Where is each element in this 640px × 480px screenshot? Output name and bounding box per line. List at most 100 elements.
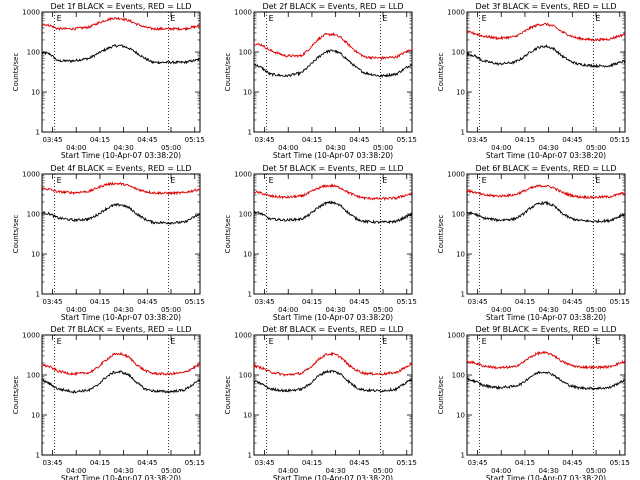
x-tick-label: 05:00 [373,144,393,152]
panel-frame [466,11,626,133]
y-tick-label: 100 [452,49,465,57]
x-tick-label: 05:15 [185,136,205,144]
eclipse-marker-label: E [595,14,600,23]
y-tick-label: 1000 [234,9,252,17]
y-tick-label: 1 [36,452,40,460]
x-tick-label: 04:00 [278,467,298,475]
panel-frame [41,334,201,456]
y-tick-label: 100 [239,372,252,380]
panel-title: Det 8f BLACK = Events, RED = LLD [262,325,403,334]
x-tick-label: 03:45 [467,298,487,306]
x-tick-label: 05:00 [161,144,181,152]
x-tick-label: 05:15 [610,459,630,467]
y-tick-label: 1 [461,129,465,137]
panel-frame [253,11,413,133]
eclipse-marker-label: E [482,337,487,346]
eclipse-marker-label: E [595,176,600,185]
y-tick-label: 100 [27,49,40,57]
panel-frame [41,11,201,133]
series-line-lld [466,350,626,370]
y-tick-label: 10 [243,412,252,420]
series-line-lld [253,183,413,202]
y-tick-label: 100 [239,211,252,219]
eclipse-marker-label: E [170,337,175,346]
panel-title: Det 4f BLACK = Events, RED = LLD [50,164,191,173]
y-tick-label: 10 [456,89,465,97]
x-tick-label: 05:00 [586,306,606,314]
y-tick-label: 10 [456,251,465,259]
series-line-events [41,203,201,226]
y-tick-label: 10 [31,251,40,259]
panel-frame [466,334,626,456]
x-tick-label: 04:45 [137,459,157,467]
y-tick-label: 10 [456,412,465,420]
panel-title: Det 9f BLACK = Events, RED = LLD [475,325,616,334]
eclipse-marker-label: E [482,14,487,23]
x-tick-label: 03:45 [42,136,62,144]
x-axis-label: Start Time (10-Apr-07 03:38:20) [61,474,181,480]
x-tick-label: 05:15 [610,298,630,306]
x-tick-label: 04:15 [90,136,110,144]
x-tick-label: 04:15 [90,298,110,306]
x-tick-label: 04:15 [515,136,535,144]
y-axis-label: Counts/sec [437,215,445,254]
eclipse-marker-label: E [269,337,274,346]
y-tick-label: 1 [248,452,252,460]
x-tick-label: 04:30 [114,306,134,314]
x-tick-label: 04:30 [539,144,559,152]
series-line-lld [42,181,201,196]
x-tick-label: 04:30 [539,306,559,314]
eclipse-marker-label: E [595,337,600,346]
panel-frame [466,173,626,295]
x-tick-label: 04:15 [90,459,110,467]
eclipse-marker-label: E [382,176,387,185]
eclipse-marker-label: E [57,176,62,185]
x-axis-label: Start Time (10-Apr-07 03:38:20) [273,151,393,160]
y-tick-label: 1000 [22,332,40,340]
x-tick-label: 05:15 [397,459,417,467]
detector-panel-4: Det 4f BLACK = Events, RED = LLD 1 10 100 10… [12,164,205,322]
series-line-events [41,44,200,65]
series-line-events [466,370,626,391]
x-tick-label: 03:45 [467,136,487,144]
panel-title: Det 5f BLACK = Events, RED = LLD [262,164,403,173]
y-axis-label: Counts/sec [437,376,445,415]
detector-panel-6: Det 6f BLACK = Events, RED = LLD 1 10 100 10… [437,164,630,322]
detector-panel-1: Det 1f BLACK = Events, RED = LLD 1 10 100 10… [12,2,205,160]
x-tick-label: 04:45 [562,136,582,144]
y-tick-label: 1 [461,452,465,460]
panel-title: Det 7f BLACK = Events, RED = LLD [50,325,191,334]
series-line-events [253,49,413,78]
series-line-lld [253,351,413,377]
y-axis-label: Counts/sec [224,53,232,92]
series-line-events [253,200,413,225]
y-tick-label: 100 [27,372,40,380]
x-tick-label: 03:45 [467,459,487,467]
y-tick-label: 100 [452,211,465,219]
x-tick-label: 04:30 [326,467,346,475]
detector-panel-9: Det 9f BLACK = Events, RED = LLD 1 10 100 10… [437,325,630,480]
y-axis-label: Counts/sec [224,376,232,415]
x-tick-label: 05:15 [610,136,630,144]
detector-panel-5: Det 5f BLACK = Events, RED = LLD 1 10 100 10… [224,164,417,322]
x-axis-label: Start Time (10-Apr-07 03:38:20) [486,474,606,480]
x-axis-label: Start Time (10-Apr-07 03:38:20) [486,151,606,160]
y-axis-label: Counts/sec [224,215,232,254]
panel-title: Det 1f BLACK = Events, RED = LLD [50,2,191,11]
series-line-lld [41,351,201,377]
eclipse-marker-label: E [170,176,175,185]
x-tick-label: 04:45 [562,459,582,467]
y-tick-label: 1000 [22,171,40,179]
series-line-events [466,44,626,69]
x-tick-label: 05:00 [586,144,606,152]
panel-frame [41,173,201,295]
eclipse-marker-label: E [382,14,387,23]
x-tick-label: 04:45 [349,298,369,306]
x-tick-label: 04:00 [491,144,511,152]
x-tick-label: 03:45 [254,298,274,306]
eclipse-marker-label: E [269,14,274,23]
y-tick-label: 1000 [234,171,252,179]
x-tick-label: 03:45 [42,298,62,306]
x-tick-label: 04:45 [349,459,369,467]
